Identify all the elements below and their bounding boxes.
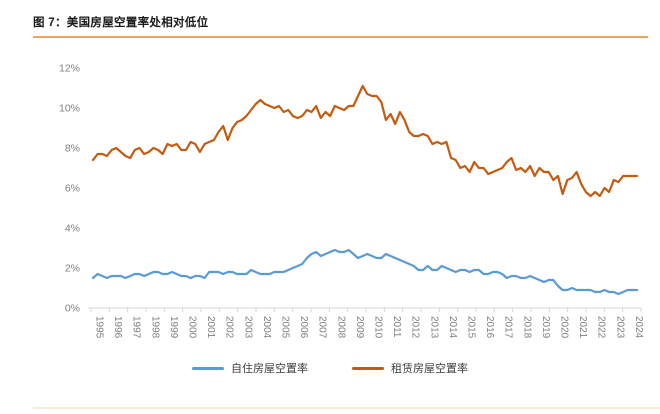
x-tick-label: 2010: [372, 316, 383, 339]
rental-vacancy-line: [91, 84, 639, 198]
x-tick-label: 2005: [279, 316, 290, 339]
x-tick-label: 2012: [410, 316, 421, 339]
x-tick-label: 2020: [558, 316, 569, 339]
x-tick-label: 2023: [614, 316, 625, 339]
legend-item-rental-vacancy: 租赁房屋空置率: [352, 360, 468, 376]
x-tick-label: 2003: [242, 316, 253, 339]
owner-vacancy-line: [91, 248, 639, 296]
y-tick-label: 8%: [65, 143, 80, 155]
figure-title: 图 7：美国房屋空置率处相对低位: [33, 17, 209, 29]
rental-series-label: 租赁房屋空置率: [391, 363, 468, 375]
x-tick-label: 2015: [465, 316, 476, 339]
x-tick-label: 2014: [447, 316, 458, 339]
y-tick-label: 10%: [59, 103, 80, 115]
y-tick-label: 2%: [65, 263, 80, 275]
x-tick-label: 2007: [317, 316, 328, 339]
x-tick-label: 1996: [112, 316, 123, 339]
y-tick-label: 12%: [59, 63, 80, 75]
x-tick-label: 2001: [205, 316, 216, 339]
x-tick-label: 2013: [428, 316, 439, 339]
vacancy-rate-line-chart: 12% 10% 8% 6% 4% 2% 0% 1995 1996 1997 1998 1999 2000…: [59, 63, 644, 339]
x-tick-label: 2004: [261, 316, 272, 339]
x-tick-label: 2018: [521, 316, 532, 339]
x-tick-label: 2000: [186, 316, 197, 339]
chart-legend: 自住房屋空置率 租赁房屋空置率: [0, 360, 660, 376]
x-tick-label: 2011: [391, 316, 402, 338]
x-tick-label: 2017: [503, 316, 514, 339]
x-tick-label: 2002: [224, 316, 235, 339]
y-tick-label: 0%: [65, 303, 80, 315]
legend-item-owner-vacancy: 自住房屋空置率: [192, 360, 308, 376]
x-tick-label: 2021: [577, 316, 588, 339]
title-underline-rule: [33, 36, 648, 38]
x-tick-label: 1995: [94, 316, 105, 339]
x-tick-label: 1997: [131, 316, 142, 339]
footer-divider-rule: [33, 407, 660, 409]
owner-series-label: 自住房屋空置率: [231, 363, 308, 375]
x-tick-label: 2006: [298, 316, 309, 339]
x-tick-label: 2009: [354, 316, 365, 339]
x-tick-label: 2024: [633, 316, 644, 339]
owner-series-marker: [192, 366, 224, 370]
x-tick-label: 2008: [335, 316, 346, 339]
y-tick-label: 4%: [65, 223, 80, 235]
x-tick-label: 2016: [484, 316, 495, 339]
x-tick-label: 1998: [149, 316, 160, 339]
x-tick-label: 1999: [168, 316, 179, 339]
y-tick-label: 6%: [65, 183, 80, 195]
x-tick-label: 2022: [596, 316, 607, 339]
x-tick-label: 2019: [540, 316, 551, 339]
rental-series-marker: [352, 366, 384, 370]
